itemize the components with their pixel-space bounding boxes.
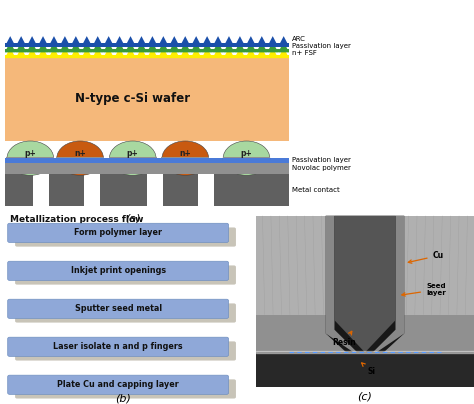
Text: p+: p+ [25, 149, 36, 158]
FancyBboxPatch shape [7, 156, 54, 174]
Text: Form polymer layer: Form polymer layer [74, 228, 162, 238]
Text: p+: p+ [127, 149, 138, 158]
FancyBboxPatch shape [198, 174, 214, 206]
FancyBboxPatch shape [15, 303, 236, 322]
FancyBboxPatch shape [5, 158, 289, 162]
FancyBboxPatch shape [8, 375, 228, 394]
Text: (c): (c) [357, 391, 373, 401]
Text: Laser isolate n and p fingers: Laser isolate n and p fingers [53, 342, 183, 351]
FancyBboxPatch shape [5, 58, 289, 141]
FancyBboxPatch shape [5, 44, 289, 46]
FancyBboxPatch shape [15, 265, 236, 284]
Polygon shape [335, 216, 395, 352]
Ellipse shape [223, 141, 270, 175]
Text: Passivation layer: Passivation layer [292, 43, 351, 49]
FancyBboxPatch shape [7, 158, 54, 162]
FancyBboxPatch shape [109, 158, 156, 162]
Text: n+ FSF: n+ FSF [292, 50, 317, 56]
Text: (a): (a) [125, 213, 140, 223]
FancyBboxPatch shape [56, 158, 104, 162]
FancyBboxPatch shape [15, 379, 236, 398]
FancyBboxPatch shape [256, 216, 339, 314]
FancyBboxPatch shape [8, 337, 228, 356]
Ellipse shape [162, 141, 209, 175]
Text: Plate Cu and capping layer: Plate Cu and capping layer [57, 380, 179, 389]
FancyBboxPatch shape [84, 174, 100, 206]
Ellipse shape [57, 141, 103, 175]
Text: Seed
layer: Seed layer [402, 283, 446, 296]
Text: Passivation layer: Passivation layer [292, 158, 351, 163]
Polygon shape [5, 36, 289, 46]
Text: Sputter seed metal: Sputter seed metal [74, 304, 162, 314]
FancyBboxPatch shape [33, 174, 49, 206]
FancyBboxPatch shape [5, 49, 289, 53]
FancyBboxPatch shape [162, 156, 209, 174]
FancyBboxPatch shape [15, 227, 236, 246]
FancyBboxPatch shape [5, 55, 289, 58]
FancyBboxPatch shape [223, 158, 270, 162]
FancyBboxPatch shape [56, 156, 104, 174]
FancyBboxPatch shape [256, 216, 474, 387]
Text: n+: n+ [180, 149, 191, 158]
Text: Metallization process flow: Metallization process flow [9, 215, 143, 224]
Text: Resin: Resin [332, 331, 356, 347]
Text: (b): (b) [115, 393, 131, 403]
FancyBboxPatch shape [223, 156, 270, 174]
Ellipse shape [109, 141, 156, 175]
Text: Inkjet print openings: Inkjet print openings [71, 266, 166, 276]
FancyBboxPatch shape [147, 174, 163, 206]
Polygon shape [5, 42, 289, 53]
FancyBboxPatch shape [8, 261, 228, 280]
Text: Metal contact: Metal contact [292, 187, 340, 193]
Text: p+: p+ [241, 149, 252, 158]
FancyBboxPatch shape [109, 156, 156, 174]
FancyBboxPatch shape [5, 174, 289, 206]
FancyBboxPatch shape [162, 158, 209, 162]
FancyBboxPatch shape [391, 216, 474, 314]
FancyBboxPatch shape [15, 341, 236, 360]
Ellipse shape [7, 141, 54, 175]
Polygon shape [326, 216, 365, 360]
Text: Cu: Cu [408, 251, 444, 263]
FancyBboxPatch shape [5, 162, 289, 174]
Text: n+: n+ [74, 149, 86, 158]
Text: Novolac polymer: Novolac polymer [292, 165, 351, 171]
FancyBboxPatch shape [8, 299, 228, 318]
Text: N-type c-Si wafer: N-type c-Si wafer [75, 93, 190, 105]
Polygon shape [326, 216, 404, 370]
Polygon shape [365, 216, 404, 360]
Text: Si: Si [362, 363, 375, 376]
Polygon shape [5, 48, 289, 58]
Text: ARC: ARC [292, 36, 306, 42]
FancyBboxPatch shape [8, 223, 228, 242]
FancyBboxPatch shape [256, 352, 474, 387]
